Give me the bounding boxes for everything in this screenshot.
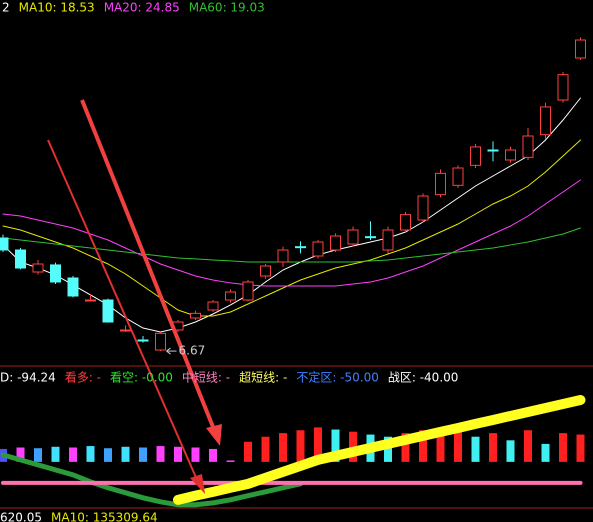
- candle-body: [85, 299, 96, 302]
- legend-entry: 2: [2, 1, 10, 15]
- candle-body: [32, 263, 44, 273]
- indicator-bar: [401, 433, 410, 462]
- legend-entry: MA20: 24.85: [104, 1, 180, 15]
- indicator-bar: [86, 446, 95, 462]
- indicator-bar: [296, 430, 305, 462]
- candle-body: [67, 277, 79, 297]
- ma-line: [2, 179, 581, 287]
- indicator-bar: [226, 460, 235, 462]
- indicator-line: [0, 452, 303, 508]
- indicator-bar: [314, 427, 322, 462]
- indicator-bar: [174, 446, 182, 462]
- candle-body: [15, 249, 26, 269]
- candle-body: [435, 172, 446, 196]
- candle-body: [295, 246, 306, 249]
- candle-body: [522, 135, 534, 158]
- indicator-bar: [524, 430, 532, 462]
- drawn-arrows: [47, 99, 222, 494]
- candle-body: [137, 339, 149, 342]
- indicator-bar: [139, 447, 147, 462]
- indicator-bar: [279, 433, 287, 462]
- indicator-bar: [436, 434, 445, 462]
- candle-body: [417, 195, 429, 221]
- legend-entry: MA10: 18.53: [19, 1, 95, 15]
- indicator-bar: [506, 440, 515, 462]
- arrow-head: [190, 474, 205, 494]
- legend-entry: 中短线: -: [182, 370, 230, 385]
- candle-body: [487, 149, 499, 152]
- low-annotation: 6.67: [179, 344, 206, 358]
- arrow-line: [47, 139, 199, 483]
- arrow-head: [206, 424, 222, 446]
- indicator-bar: [16, 447, 25, 462]
- candle-body: [260, 265, 271, 277]
- ma-line: [2, 227, 581, 263]
- candle-body: [277, 249, 289, 263]
- legend-entry: 看多: -: [65, 371, 101, 385]
- indicator-bar: [121, 446, 130, 462]
- candle-body: [207, 301, 219, 311]
- indicator-bar: [244, 441, 252, 462]
- indicator-bar: [384, 436, 392, 462]
- indicator-bar: [69, 447, 77, 462]
- indicator-bar: [156, 446, 165, 462]
- candle-body: [0, 237, 9, 251]
- indicator-bar: [191, 447, 200, 462]
- indicator-bar: [454, 431, 462, 462]
- legend-entry: MA60: 19.03: [189, 1, 265, 15]
- legend-entry: 620.05: [0, 511, 42, 522]
- candle-body: [102, 299, 114, 323]
- indicator-bar: [51, 446, 60, 462]
- indicator-bar: [471, 436, 480, 462]
- indicator-bar: [34, 448, 42, 462]
- indicator-bar: [261, 436, 270, 462]
- candle-body: [470, 146, 481, 166]
- legend-entry: 超短线: -: [239, 370, 287, 385]
- legend-entry: D: -94.24: [0, 371, 56, 385]
- arrow-line: [80, 99, 217, 433]
- legend-entry: 战区: -40.00: [388, 371, 459, 385]
- candle-body: [557, 74, 569, 101]
- indicator-bar: [559, 433, 567, 462]
- legend-entry: 看空: -0.00: [110, 371, 173, 385]
- indicator-bar: [576, 434, 585, 462]
- indicator-bar: [209, 448, 217, 462]
- candle-body: [400, 214, 411, 231]
- candle-body: [382, 229, 394, 251]
- annotation-arrow: [166, 347, 171, 355]
- candle-body: [50, 264, 61, 283]
- indicator-line: [173, 394, 586, 505]
- indicator-bar: [489, 433, 497, 462]
- candle-body: [190, 312, 201, 319]
- legend-entry: 不定区: -50.00: [296, 370, 379, 385]
- candle-body: [505, 149, 516, 161]
- candle-body: [312, 241, 324, 257]
- candle-body: [540, 106, 551, 136]
- indicator-bar: [419, 430, 427, 462]
- candle-body: [365, 236, 376, 239]
- ma-line: [2, 97, 581, 333]
- candle-body: [575, 39, 586, 59]
- candle-body: [452, 167, 464, 186]
- indicator-bar: [541, 443, 550, 462]
- indicator-bar: [104, 448, 112, 462]
- ma-line: [2, 139, 581, 317]
- candle-body: [330, 235, 341, 251]
- candle-body: [155, 332, 166, 351]
- candle-body: [120, 329, 131, 332]
- legend-entry: MA10: 135309.64: [51, 511, 158, 522]
- candle-body: [242, 281, 254, 301]
- candle-body: [225, 291, 236, 301]
- candle-body: [347, 229, 359, 245]
- indicator-bar: [331, 429, 340, 462]
